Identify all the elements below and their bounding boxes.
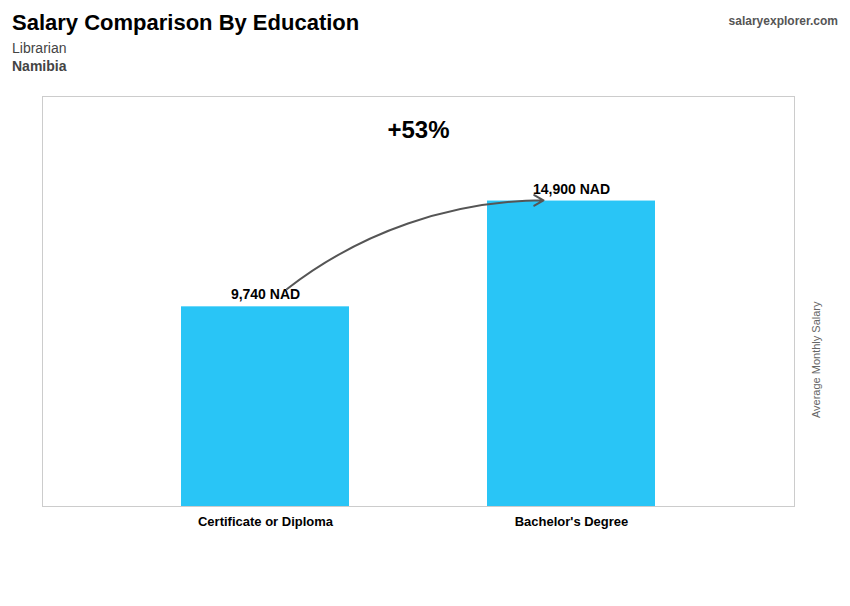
html-text:Librarian: Librarian <box>12 40 67 56</box>
svg-text:Bachelor's Degree: Bachelor's Degree <box>515 514 629 529</box>
svg-text:Average Monthly Salary: Average Monthly Salary <box>810 301 822 418</box>
svg-text:9,740 NAD: 9,740 NAD <box>231 286 300 302</box>
svg-text:14,900 NAD: 14,900 NAD <box>533 181 610 197</box>
svg-text:Certificate or Diploma: Certificate or Diploma <box>198 514 334 529</box>
html-text:Salary Comparison By Education: Salary Comparison By Education <box>12 10 360 35</box>
html-text:salaryexplorer.com: salaryexplorer.com <box>728 14 838 28</box>
svg-text:+53%: +53% <box>387 116 449 143</box>
html-text:Namibia: Namibia <box>12 58 67 74</box>
